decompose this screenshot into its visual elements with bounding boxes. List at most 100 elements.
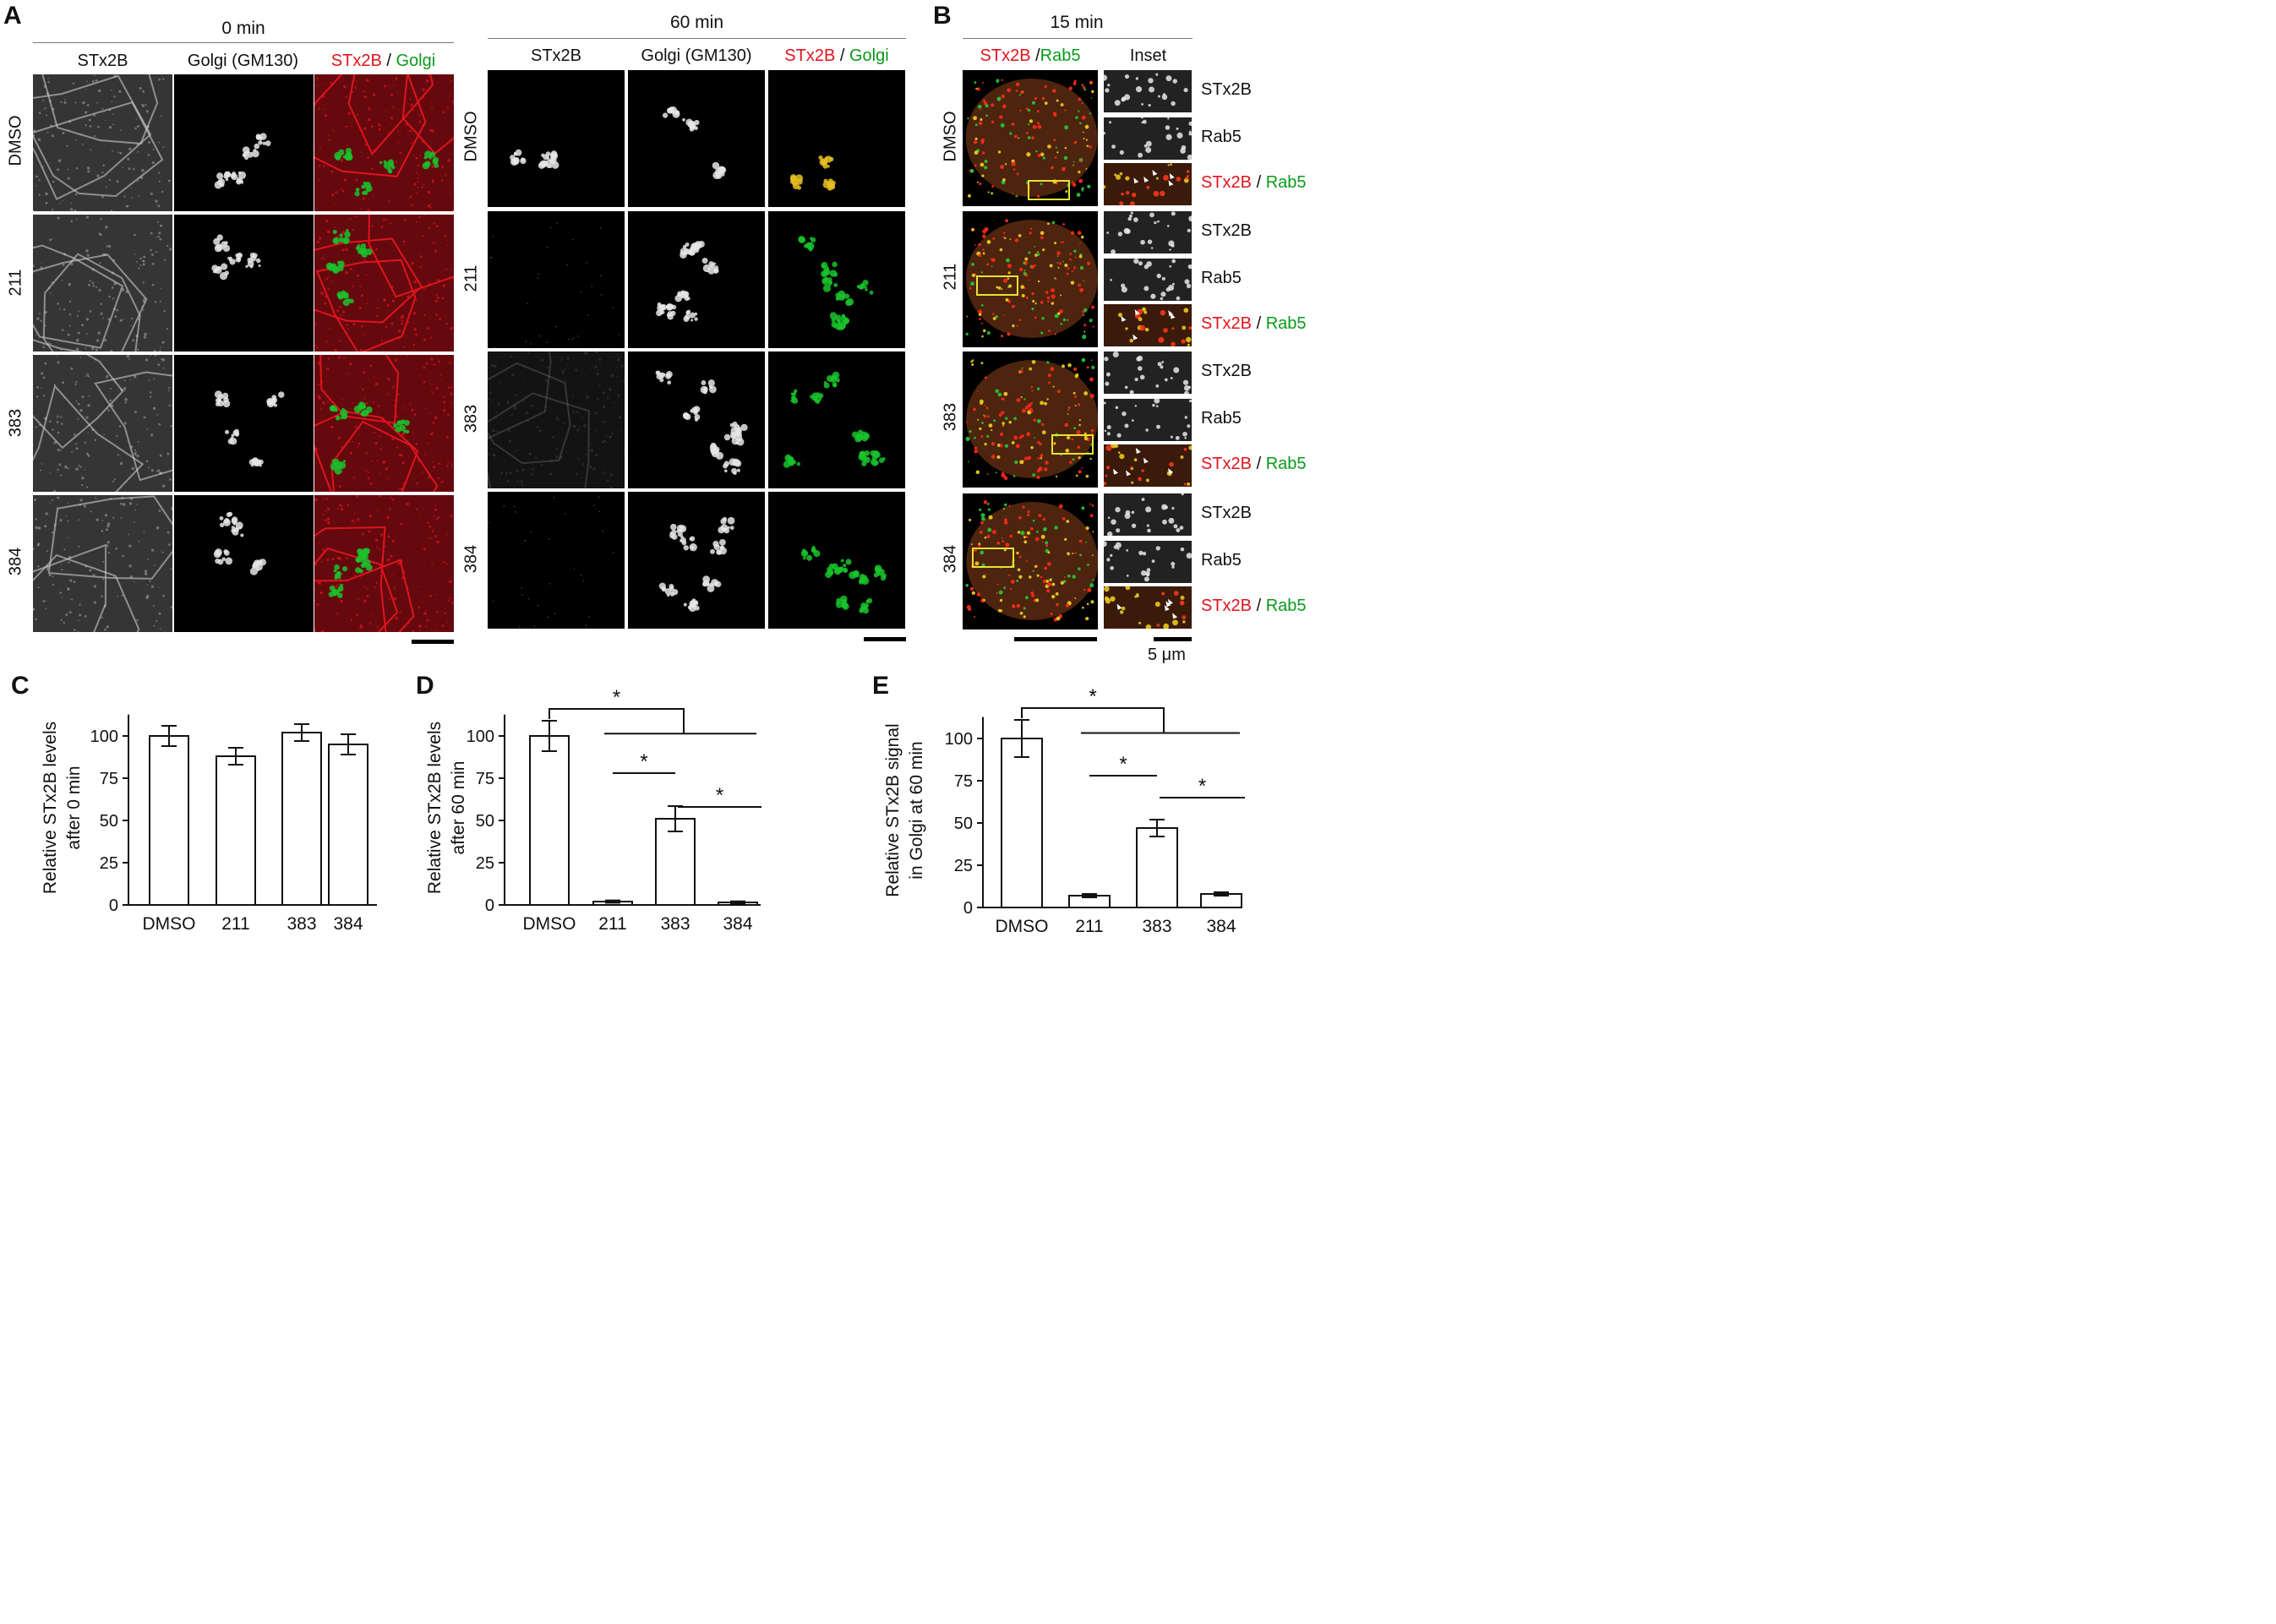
row-label-384-60: 384	[461, 544, 481, 574]
inset-label-merge: STx2B / Rab5	[1201, 173, 1307, 193]
error-bar	[542, 720, 557, 752]
y-tick-label: 75	[100, 770, 118, 788]
merge-sep: /	[835, 46, 849, 65]
inset-label-stx2b: STx2B	[1201, 80, 1253, 99]
inset-384-stx2b	[1104, 493, 1192, 536]
y-tick-label: 75	[954, 772, 973, 791]
micrograph-60min-383-stx2b	[488, 352, 625, 488]
inset-label-merge: STx2B / Rab5	[1201, 455, 1307, 474]
inset-dmso-stx2b	[1104, 70, 1192, 112]
y-tick-label: 50	[476, 812, 494, 831]
panel-c-label: C	[11, 672, 30, 700]
inset-label-stx2b: STx2B	[1201, 504, 1253, 522]
micrograph-60min-383-merge	[768, 352, 905, 488]
micrograph-0min-dmso-merge	[314, 74, 454, 211]
col-header-merge: STx2B / Golgi	[314, 52, 453, 71]
inset-label-merge: STx2B / Rab5	[1201, 314, 1307, 334]
col-header-merge-60: STx2B / Golgi	[768, 46, 905, 66]
micrograph-60min-383-golgi	[628, 352, 765, 488]
x-tick-label: DMSO	[143, 914, 196, 934]
x-tick-label: 211	[221, 914, 249, 934]
y-tick-label: 0	[963, 899, 973, 918]
error-bar	[294, 723, 309, 742]
inset-211-merge	[1104, 304, 1192, 346]
inset-384-rab5	[1104, 541, 1192, 583]
col-header-stx2b: STx2B	[77, 52, 128, 70]
y-tick-label: 100	[467, 728, 494, 746]
significance-bracket	[549, 708, 756, 735]
x-tick-label: 384	[333, 914, 363, 934]
micrograph-0min-211-merge	[314, 215, 454, 352]
inset-merge-green: Rab5	[1265, 597, 1307, 615]
y-axis-label: after 60 min	[449, 761, 468, 855]
merge-green-label: Golgi	[849, 46, 889, 65]
b-row-label-383: 383	[941, 402, 960, 432]
row-label-384: 384	[6, 547, 25, 576]
significance-bracket	[1021, 707, 1240, 734]
row-label-383: 383	[6, 408, 25, 438]
inset-merge-red: STx2B	[1201, 597, 1253, 615]
error-bar	[1014, 719, 1029, 758]
micrograph-0min-211-golgi	[174, 215, 314, 352]
error-bar	[161, 725, 177, 747]
inset-region-box	[1028, 180, 1070, 200]
panel-d-label: D	[416, 672, 434, 700]
error-bar	[341, 733, 356, 755]
inset-383-merge	[1104, 444, 1192, 487]
micrograph-60min-211-stx2b	[488, 211, 625, 348]
inset-384-merge	[1104, 586, 1192, 629]
x-tick-label: 383	[660, 914, 690, 934]
chart-c: 0 25 50 75 100 Relative STx2B levels after 0 m…	[0, 676, 406, 946]
micrograph-0min-dmso-golgi	[174, 74, 314, 211]
panel-b-label: B	[933, 2, 952, 30]
micrograph-60min-384-stx2b	[488, 492, 625, 629]
b-row-label-211: 211	[941, 263, 960, 291]
micrograph-60min-384-golgi	[628, 492, 765, 629]
error-bar	[1149, 819, 1165, 837]
x-tick-label: 383	[287, 914, 316, 934]
bar-dmso	[1001, 738, 1043, 908]
x-tick-label: DMSO	[523, 914, 576, 934]
micrograph-60min-384-merge	[768, 492, 905, 629]
y-tick-label: 0	[109, 896, 118, 915]
micrograph-0min-384-merge	[314, 495, 454, 632]
y-tick-label: 0	[485, 896, 494, 915]
y-axis-label: in Golgi at 60 min	[907, 741, 926, 879]
time-label-15min: 15 min	[1050, 13, 1104, 32]
merge-green-label: Golgi	[396, 52, 436, 70]
panel-e-label: E	[872, 672, 890, 700]
merge-red-label: STx2B	[330, 52, 382, 70]
micrograph-60min-211-golgi	[628, 211, 765, 348]
inset-label-stx2b: STx2B	[1201, 221, 1253, 240]
x-tick-label: 384	[723, 914, 752, 934]
y-tick-label: 100	[945, 730, 973, 749]
inset-merge-red: STx2B	[1201, 173, 1253, 192]
y-axis-label: after 0 min	[64, 766, 84, 849]
row-label-211-60: 211	[461, 264, 481, 292]
y-tick-label: 25	[476, 854, 494, 873]
micrograph-0min-383-merge	[314, 355, 454, 492]
y-tick-label: 50	[954, 815, 973, 833]
micrograph-0min-383-golgi	[174, 355, 314, 492]
significance-star: *	[1089, 685, 1096, 708]
micrograph-0min-384-stx2b	[33, 495, 172, 632]
x-tick-label: 211	[1075, 917, 1103, 936]
significance-star: *	[640, 750, 647, 773]
b-row-label-384: 384	[941, 544, 960, 574]
header-rule-0min	[33, 42, 454, 43]
header-rule-15min	[963, 38, 1193, 39]
inset-label-rab5: Rab5	[1201, 128, 1242, 146]
micrograph-b-384-merge	[963, 493, 1098, 629]
x-tick-label: DMSO	[996, 917, 1049, 936]
error-bar	[605, 899, 620, 904]
b-row-label-dmso: DMSO	[941, 111, 960, 162]
micrograph-60min-211-merge	[768, 211, 905, 348]
micrograph-60min-dmso-stx2b	[488, 70, 625, 207]
inset-merge-sep: /	[1252, 314, 1266, 333]
x-tick-label: 211	[598, 914, 626, 934]
scale-bar-label: 5 μm	[1148, 646, 1186, 664]
inset-region-box	[1051, 434, 1094, 455]
col-header-golgi-60: Golgi (GM130)	[641, 46, 752, 65]
merge-red-label: STx2B	[784, 46, 836, 65]
y-tick-label: 25	[100, 854, 118, 873]
